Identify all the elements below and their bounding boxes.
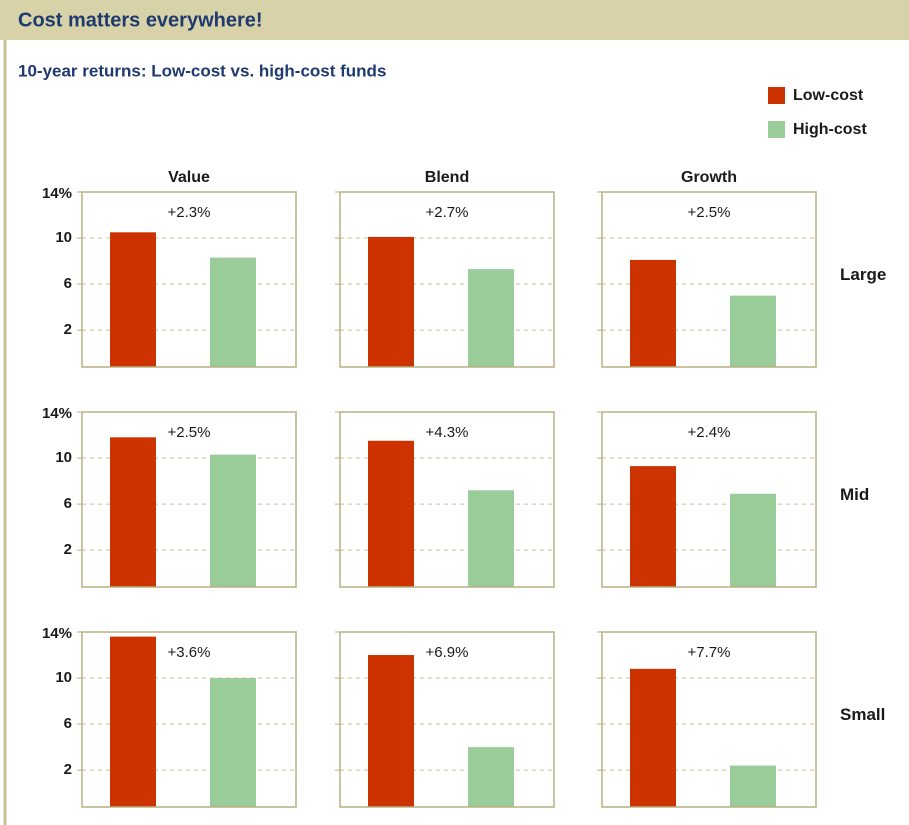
- bar: [730, 493, 776, 587]
- y-tick-label: 6: [64, 715, 72, 732]
- chart-title: Cost matters everywhere!: [18, 9, 263, 31]
- y-tick-label: 10: [55, 229, 72, 246]
- panel-frame: [601, 631, 817, 808]
- y-tick-label: 2: [64, 541, 72, 558]
- chart-subtitle: 10-year returns: Low-cost vs. high-cost …: [18, 61, 386, 80]
- y-tick-label: 10: [55, 449, 72, 466]
- bar: [110, 232, 156, 367]
- annotation: +2.4%: [688, 424, 731, 441]
- bar: [110, 636, 156, 807]
- bar: [468, 490, 514, 587]
- annotation: +2.5%: [688, 204, 731, 221]
- column-label: Blend: [425, 169, 469, 186]
- bar: [730, 295, 776, 367]
- legend-label: Low-cost: [793, 87, 864, 104]
- bar: [468, 269, 514, 367]
- y-tick-label: 14%: [42, 625, 72, 642]
- row-label: Mid: [840, 485, 869, 504]
- annotation: +2.5%: [168, 424, 211, 441]
- panel-frame: [81, 191, 297, 368]
- y-tick-label: 10: [55, 669, 72, 686]
- row-label: Small: [840, 705, 885, 724]
- panel-frame: [339, 631, 555, 808]
- legend-swatch: [768, 87, 785, 104]
- y-tick-label: 6: [64, 275, 72, 292]
- y-tick-label: 2: [64, 321, 72, 338]
- column-label: Growth: [681, 169, 737, 186]
- bar: [110, 437, 156, 587]
- panel-frame: [81, 631, 297, 808]
- y-tick-label: 2: [64, 761, 72, 778]
- bar: [368, 655, 414, 807]
- y-tick-label: 14%: [42, 405, 72, 422]
- bar: [368, 440, 414, 587]
- panel-frame: [339, 411, 555, 588]
- bar: [630, 259, 676, 367]
- bar: [210, 454, 256, 587]
- panel-frame: [81, 411, 297, 588]
- annotation: +2.7%: [426, 204, 469, 221]
- panel-frame: [601, 191, 817, 368]
- annotation: +3.6%: [168, 644, 211, 661]
- column-label: Value: [168, 169, 210, 186]
- y-tick-label: 14%: [42, 185, 72, 202]
- annotation: +4.3%: [426, 424, 469, 441]
- bar: [210, 257, 256, 367]
- legend-swatch: [768, 121, 785, 138]
- annotation: +7.7%: [688, 644, 731, 661]
- bar: [730, 765, 776, 807]
- y-tick-label: 6: [64, 495, 72, 512]
- header-bar: [0, 0, 909, 40]
- annotation: +2.3%: [168, 204, 211, 221]
- bar: [468, 747, 514, 807]
- panel-frame: [339, 191, 555, 368]
- bar: [368, 236, 414, 367]
- bar: [630, 668, 676, 807]
- annotation: +6.9%: [426, 644, 469, 661]
- bar: [630, 466, 676, 587]
- legend-label: High-cost: [793, 121, 867, 138]
- bar: [210, 678, 256, 807]
- panel-frame: [601, 411, 817, 588]
- row-label: Large: [840, 265, 886, 284]
